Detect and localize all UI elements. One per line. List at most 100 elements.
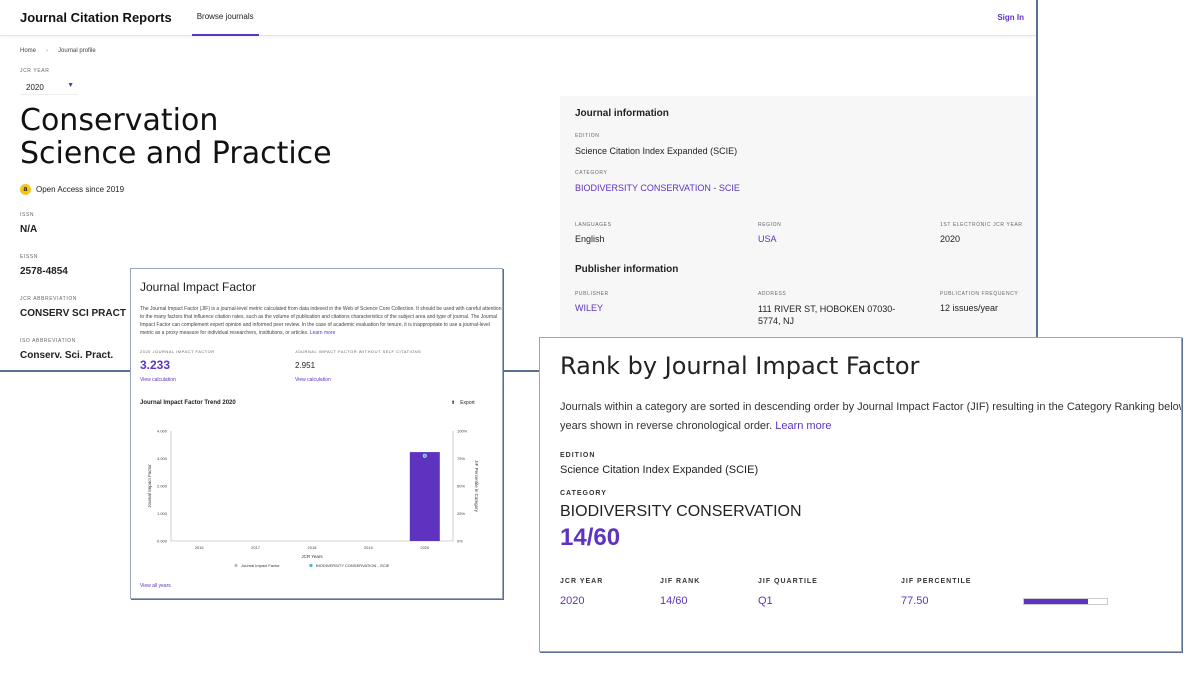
rank-value-large: 14/60	[560, 524, 621, 551]
top-navigation-bar: Journal Citation Reports Browse journals…	[0, 0, 1036, 36]
col-header-jcr-year: JCR YEAR	[560, 578, 604, 585]
chevron-down-icon: ▼	[67, 82, 74, 89]
y-tick-label: 2.000	[157, 484, 168, 489]
sign-in-link[interactable]: Sign In	[997, 13, 1024, 22]
rank-description-line2: years shown in reverse chronological ord…	[560, 420, 773, 432]
x-tick-label: 2018	[308, 545, 318, 550]
y2-tick-label: 75%	[457, 456, 465, 461]
jcr-abbreviation-value: CONSERV SCI PRACT	[20, 308, 126, 319]
rank-edition-label: EDITION	[560, 452, 596, 459]
export-label: Export	[460, 400, 475, 406]
percentile-bar	[1023, 598, 1108, 605]
breadcrumb: Home › Journal profile	[20, 48, 96, 54]
col-header-jif-rank: JIF RANK	[660, 578, 701, 585]
languages-value: English	[575, 234, 605, 244]
col-header-jif-percentile: JIF PERCENTILE	[901, 578, 972, 585]
y-tick-label: 1.000	[157, 511, 168, 516]
eissn-value: 2578-4854	[20, 266, 68, 277]
y2-tick-label: 0%	[457, 539, 463, 544]
jif-bar	[409, 452, 440, 541]
x-tick-label: 2019	[364, 545, 374, 550]
y2-axis-title: JIF Percentile in Category	[474, 460, 479, 513]
address-label: ADDRESS	[758, 291, 787, 297]
publisher-label: PUBLISHER	[575, 291, 609, 297]
y2-tick-label: 50%	[457, 484, 465, 489]
region-link[interactable]: USA	[758, 234, 777, 244]
percentile-bar-fill	[1024, 599, 1089, 604]
rank-learn-more-link[interactable]: Learn more	[775, 420, 832, 432]
legend-label-jif: Journal Impact Factor	[241, 563, 280, 568]
jcr-abbreviation-label: JCR ABBREVIATION	[20, 296, 78, 302]
breadcrumb-home[interactable]: Home	[20, 48, 37, 54]
frequency-value: 12 issues/year	[940, 303, 999, 313]
jcr-year-select[interactable]: 2020 ▼	[20, 80, 78, 95]
y-axis-title: Journal Impact Factor	[147, 464, 152, 508]
rank-category-value: BIODIVERSITY CONSERVATION	[560, 503, 802, 520]
publisher-information-title: Publisher information	[575, 264, 679, 275]
jif-description: The Journal Impact Factor (JIF) is a jou…	[140, 305, 502, 337]
export-button[interactable]: ⬆ Export	[451, 400, 475, 406]
eissn-label: EISSN	[20, 254, 39, 260]
region-label: REGION	[758, 222, 782, 228]
col-header-jif-quartile: JIF QUARTILE	[758, 578, 818, 585]
brand-logo[interactable]: Journal Citation Reports	[20, 10, 172, 25]
open-access-badge: a Open Access since 2019	[20, 184, 124, 195]
view-calculation-link[interactable]: View calculation	[140, 377, 176, 383]
row-jcr-year[interactable]: 2020	[560, 595, 585, 607]
legend-swatch-jif	[234, 563, 238, 568]
rank-description: Journals within a category are sorted in…	[560, 398, 1181, 436]
view-all-years-link[interactable]: View all years	[140, 583, 171, 589]
legend-label-category: BIODIVERSITY CONSERVATION - SCIE	[316, 563, 390, 568]
frequency-label: PUBLICATION FREQUENCY	[940, 291, 1019, 297]
rank-by-jif-card: Rank by Journal Impact Factor Journals w…	[539, 337, 1182, 652]
row-jif-rank: 14/60	[660, 595, 688, 607]
jif-without-self-value: 2.951	[295, 361, 316, 370]
iso-abbreviation-value: Conserv. Sci. Pract.	[20, 350, 114, 361]
jif-trend-chart: 0.000 1.000 2.000 3.000 4.000 0% 25% 50% 75% 100%…	[147, 429, 479, 569]
jif-learn-more-link[interactable]: Learn more	[309, 330, 336, 336]
y2-tick-label: 25%	[457, 511, 465, 516]
languages-label: LANGUAGES	[575, 222, 612, 228]
jcr-year-value: 2020	[26, 82, 44, 92]
issn-label: ISSN	[20, 212, 35, 218]
view-calculation-link-2[interactable]: View calculation	[295, 377, 331, 383]
publisher-link[interactable]: WILEY	[575, 303, 604, 313]
journal-title: Conservation Science and Practice	[20, 103, 332, 171]
category-link[interactable]: BIODIVERSITY CONSERVATION - SCIE	[575, 183, 740, 193]
journal-impact-factor-card: Journal Impact Factor The Journal Impact…	[130, 268, 503, 599]
rank-card-title: Rank by Journal Impact Factor	[560, 352, 920, 380]
journal-information-title: Journal information	[575, 108, 669, 119]
row-jif-quartile: Q1	[758, 595, 773, 607]
journal-information-panel: Journal information EDITION Science Cita…	[560, 96, 1036, 346]
y-tick-label: 4.000	[157, 429, 168, 434]
breadcrumb-journal-profile: Journal profile	[58, 48, 96, 54]
y-tick-label: 0.000	[157, 539, 168, 544]
tab-browse-journals[interactable]: Browse journals	[191, 0, 259, 36]
first-year-label: 1ST ELECTRONIC JCR YEAR	[940, 222, 1023, 228]
jif-description-text: The Journal Impact Factor (JIF) is a jou…	[140, 306, 502, 336]
breadcrumb-separator: ›	[46, 48, 49, 54]
y2-tick-label: 100%	[457, 429, 468, 434]
x-tick-label: 2020	[420, 545, 430, 550]
issn-value: N/A	[20, 224, 38, 235]
edition-value: Science Citation Index Expanded (SCIE)	[575, 146, 738, 156]
open-access-icon: a	[20, 184, 31, 195]
x-tick-label: 2016	[195, 545, 205, 550]
x-axis-title: JCR Years	[301, 554, 323, 559]
jif-value: 3.233	[140, 358, 171, 372]
row-jif-percentile: 77.50	[901, 595, 929, 607]
rank-category-label: CATEGORY	[560, 490, 607, 497]
open-access-text: Open Access since 2019	[36, 185, 125, 194]
jcr-year-label: JCR YEAR	[20, 68, 50, 74]
jif-card-title: Journal Impact Factor	[140, 280, 257, 294]
iso-abbreviation-label: ISO ABBREVIATION	[20, 338, 76, 344]
percentile-point	[422, 453, 427, 458]
category-label: CATEGORY	[575, 170, 608, 176]
jif-without-self-label: JOURNAL IMPACT FACTOR WITHOUT SELF CITAT…	[295, 349, 422, 354]
address-value: 111 RIVER ST, HOBOKEN 07030-5774, NJ	[758, 304, 896, 326]
trend-chart-title: Journal Impact Factor Trend 2020	[140, 400, 236, 406]
y-tick-label: 3.000	[157, 456, 168, 461]
jif-label: 2020 JOURNAL IMPACT FACTOR	[140, 349, 215, 354]
rank-edition-value: Science Citation Index Expanded (SCIE)	[560, 464, 759, 476]
first-year-value: 2020	[940, 234, 961, 244]
